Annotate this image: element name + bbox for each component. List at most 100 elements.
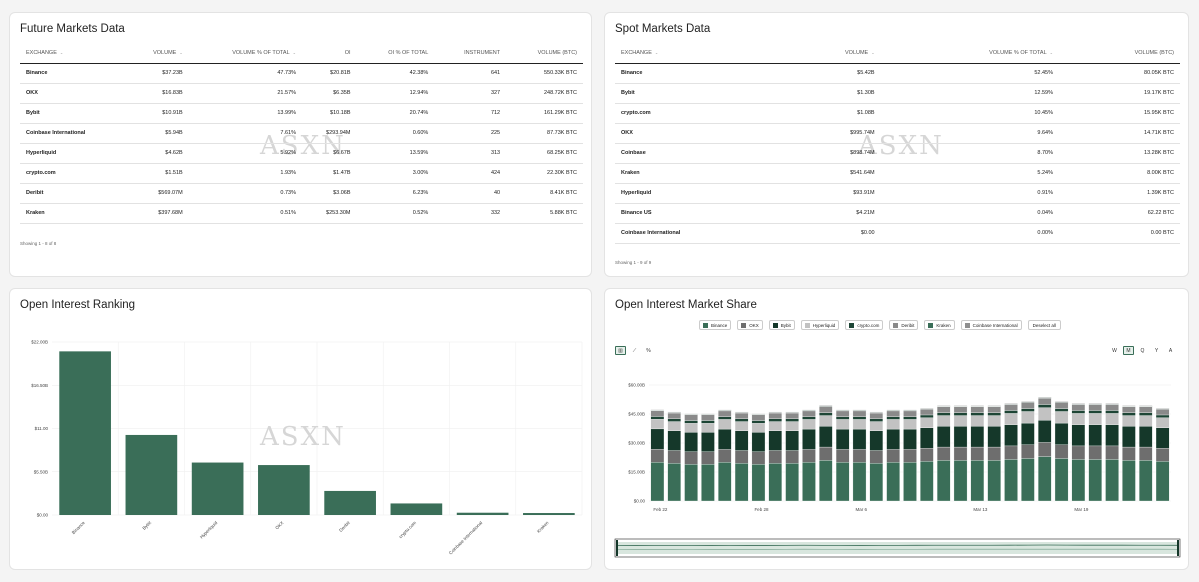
legend-item-binance[interactable]: Binance (699, 320, 732, 330)
bar-binance[interactable] (59, 351, 111, 515)
bar-segment-okx[interactable] (650, 449, 665, 463)
bar-segment-bybit[interactable] (734, 430, 749, 451)
bar-segment-crypto-com[interactable] (1155, 414, 1170, 418)
bar-segment-deribit[interactable] (835, 410, 850, 417)
bar-segment-bybit[interactable] (1088, 424, 1102, 447)
bar-segment-deribit[interactable] (802, 410, 816, 417)
bar-segment-bybit[interactable] (701, 432, 715, 452)
bar-segment-binance[interactable] (1004, 459, 1018, 502)
futures-col-header[interactable]: VOLUME ⌄ (126, 44, 189, 64)
bar-segment-okx[interactable] (835, 449, 850, 463)
table-row[interactable]: Coinbase International $0.00 0.00% 0.00 BTC (615, 223, 1180, 244)
bar-segment-coinbase-international[interactable] (835, 409, 850, 411)
sort-icon[interactable]: ⌄ (871, 50, 875, 56)
bar-segment-crypto-com[interactable] (768, 418, 783, 422)
sort-icon[interactable]: ⌄ (179, 50, 183, 56)
bar-segment-binance[interactable] (1088, 459, 1102, 502)
bar-segment-okx[interactable] (1004, 445, 1018, 460)
bar-segment-deribit[interactable] (852, 410, 867, 417)
table-row[interactable]: Bybit $1.30B 12.59% 19.17K BTC (615, 83, 1180, 104)
bar-segment-okx[interactable] (970, 446, 985, 461)
bar-segment-crypto-com[interactable] (1037, 404, 1052, 408)
bar-segment-coinbase-international[interactable] (819, 405, 833, 407)
bar-segment-okx[interactable] (684, 451, 698, 465)
timeframe-q[interactable]: Q (1140, 347, 1145, 354)
bar-segment-hyperliquid[interactable] (953, 415, 968, 427)
bar-segment-deribit[interactable] (1105, 404, 1119, 411)
bar-segment-binance[interactable] (936, 460, 951, 502)
bar-segment-binance[interactable] (886, 462, 900, 502)
bar-segment-okx[interactable] (667, 450, 681, 464)
bar-segment-crypto-com[interactable] (869, 418, 884, 422)
bar-segment-hyperliquid[interactable] (1071, 413, 1086, 425)
bar-segment-bybit[interactable] (1004, 424, 1018, 447)
bar-segment-coinbase-international[interactable] (1122, 405, 1136, 407)
bar-segment-crypto-com[interactable] (1122, 412, 1136, 416)
bar-segment-bybit[interactable] (785, 430, 799, 451)
bar-crypto-com[interactable] (390, 503, 443, 515)
bar-segment-deribit[interactable] (785, 412, 799, 419)
bar-segment-deribit[interactable] (1155, 409, 1170, 416)
bar-segment-okx[interactable] (852, 449, 867, 463)
bar-segment-bybit[interactable] (1122, 426, 1136, 448)
bar-segment-crypto-com[interactable] (953, 412, 968, 416)
bar-segment-bybit[interactable] (667, 430, 681, 451)
bar-segment-deribit[interactable] (718, 410, 732, 417)
bar-segment-deribit[interactable] (936, 406, 951, 413)
bar-segment-hyperliquid[interactable] (920, 417, 934, 428)
bar-segment-bybit[interactable] (903, 428, 917, 450)
bar-segment-binance[interactable] (734, 463, 749, 502)
bar-segment-deribit[interactable] (1004, 404, 1018, 411)
spot-col-header[interactable]: VOLUME ⌄ (782, 44, 881, 64)
bar-segment-deribit[interactable] (667, 412, 681, 419)
bar-segment-coinbase-international[interactable] (1155, 407, 1170, 409)
bar-segment-crypto-com[interactable] (785, 418, 799, 422)
bar-segment-coinbase-international[interactable] (936, 405, 951, 407)
bar-hyperliquid[interactable] (191, 462, 244, 515)
legend-item-hyperliquid[interactable]: Hyperliquid (800, 320, 840, 330)
bar-segment-bybit[interactable] (1155, 427, 1170, 449)
legend-item-coinbase-international[interactable]: Coinbase International (960, 320, 1022, 330)
bar-segment-coinbase-international[interactable] (785, 411, 799, 413)
bar-segment-deribit[interactable] (684, 414, 698, 421)
bar-segment-bybit[interactable] (1054, 422, 1069, 445)
bar-segment-hyperliquid[interactable] (667, 421, 681, 431)
bar-segment-okx[interactable] (920, 448, 934, 462)
bar-segment-deribit[interactable] (869, 412, 884, 419)
bar-segment-hyperliquid[interactable] (1054, 411, 1069, 424)
bar-segment-hyperliquid[interactable] (802, 419, 816, 430)
bar-segment-coinbase-international[interactable] (1037, 396, 1052, 398)
bar-segment-crypto-com[interactable] (819, 412, 833, 416)
bar-segment-hyperliquid[interactable] (987, 415, 1001, 427)
line-chart-icon[interactable]: ⟋ (632, 347, 637, 354)
bar-segment-binance[interactable] (768, 463, 783, 502)
bar-segment-bybit[interactable] (1037, 420, 1052, 443)
bar-segment-crypto-com[interactable] (920, 414, 934, 418)
bar-segment-crypto-com[interactable] (903, 416, 917, 420)
bar-segment-binance[interactable] (819, 460, 833, 502)
bar-okx[interactable] (258, 465, 310, 515)
bar-segment-bybit[interactable] (970, 426, 985, 448)
bar-segment-okx[interactable] (802, 449, 816, 463)
bar-segment-deribit[interactable] (701, 414, 715, 421)
bar-segment-bybit[interactable] (802, 428, 816, 450)
bar-segment-coinbase-international[interactable] (1071, 403, 1086, 405)
bar-segment-okx[interactable] (785, 450, 799, 464)
bar-segment-deribit[interactable] (1139, 406, 1153, 413)
bar-segment-hyperliquid[interactable] (785, 421, 799, 431)
spot-col-header[interactable]: VOLUME (BTC) (1059, 44, 1180, 64)
bar-segment-binance[interactable] (1122, 460, 1136, 502)
bar-segment-binance[interactable] (650, 462, 665, 502)
table-row[interactable]: Deribit $569.07M 0.73% $3.06B 6.23% 40 8.41K B… (20, 183, 583, 204)
bar-segment-crypto-com[interactable] (835, 416, 850, 420)
bar-segment-bybit[interactable] (650, 428, 665, 450)
bar-segment-bybit[interactable] (1139, 426, 1153, 448)
bar-segment-hyperliquid[interactable] (734, 421, 749, 431)
bar-segment-deribit[interactable] (1071, 404, 1086, 411)
bar-segment-bybit[interactable] (1105, 424, 1119, 447)
bar-segment-bybit[interactable] (768, 430, 783, 451)
bar-segment-coinbase-international[interactable] (1004, 403, 1018, 405)
legend-item-bybit[interactable]: Bybit (768, 320, 795, 330)
table-row[interactable]: OKX $995.74M 9.64% 14.71K BTC (615, 123, 1180, 144)
bar-segment-hyperliquid[interactable] (1155, 417, 1170, 428)
